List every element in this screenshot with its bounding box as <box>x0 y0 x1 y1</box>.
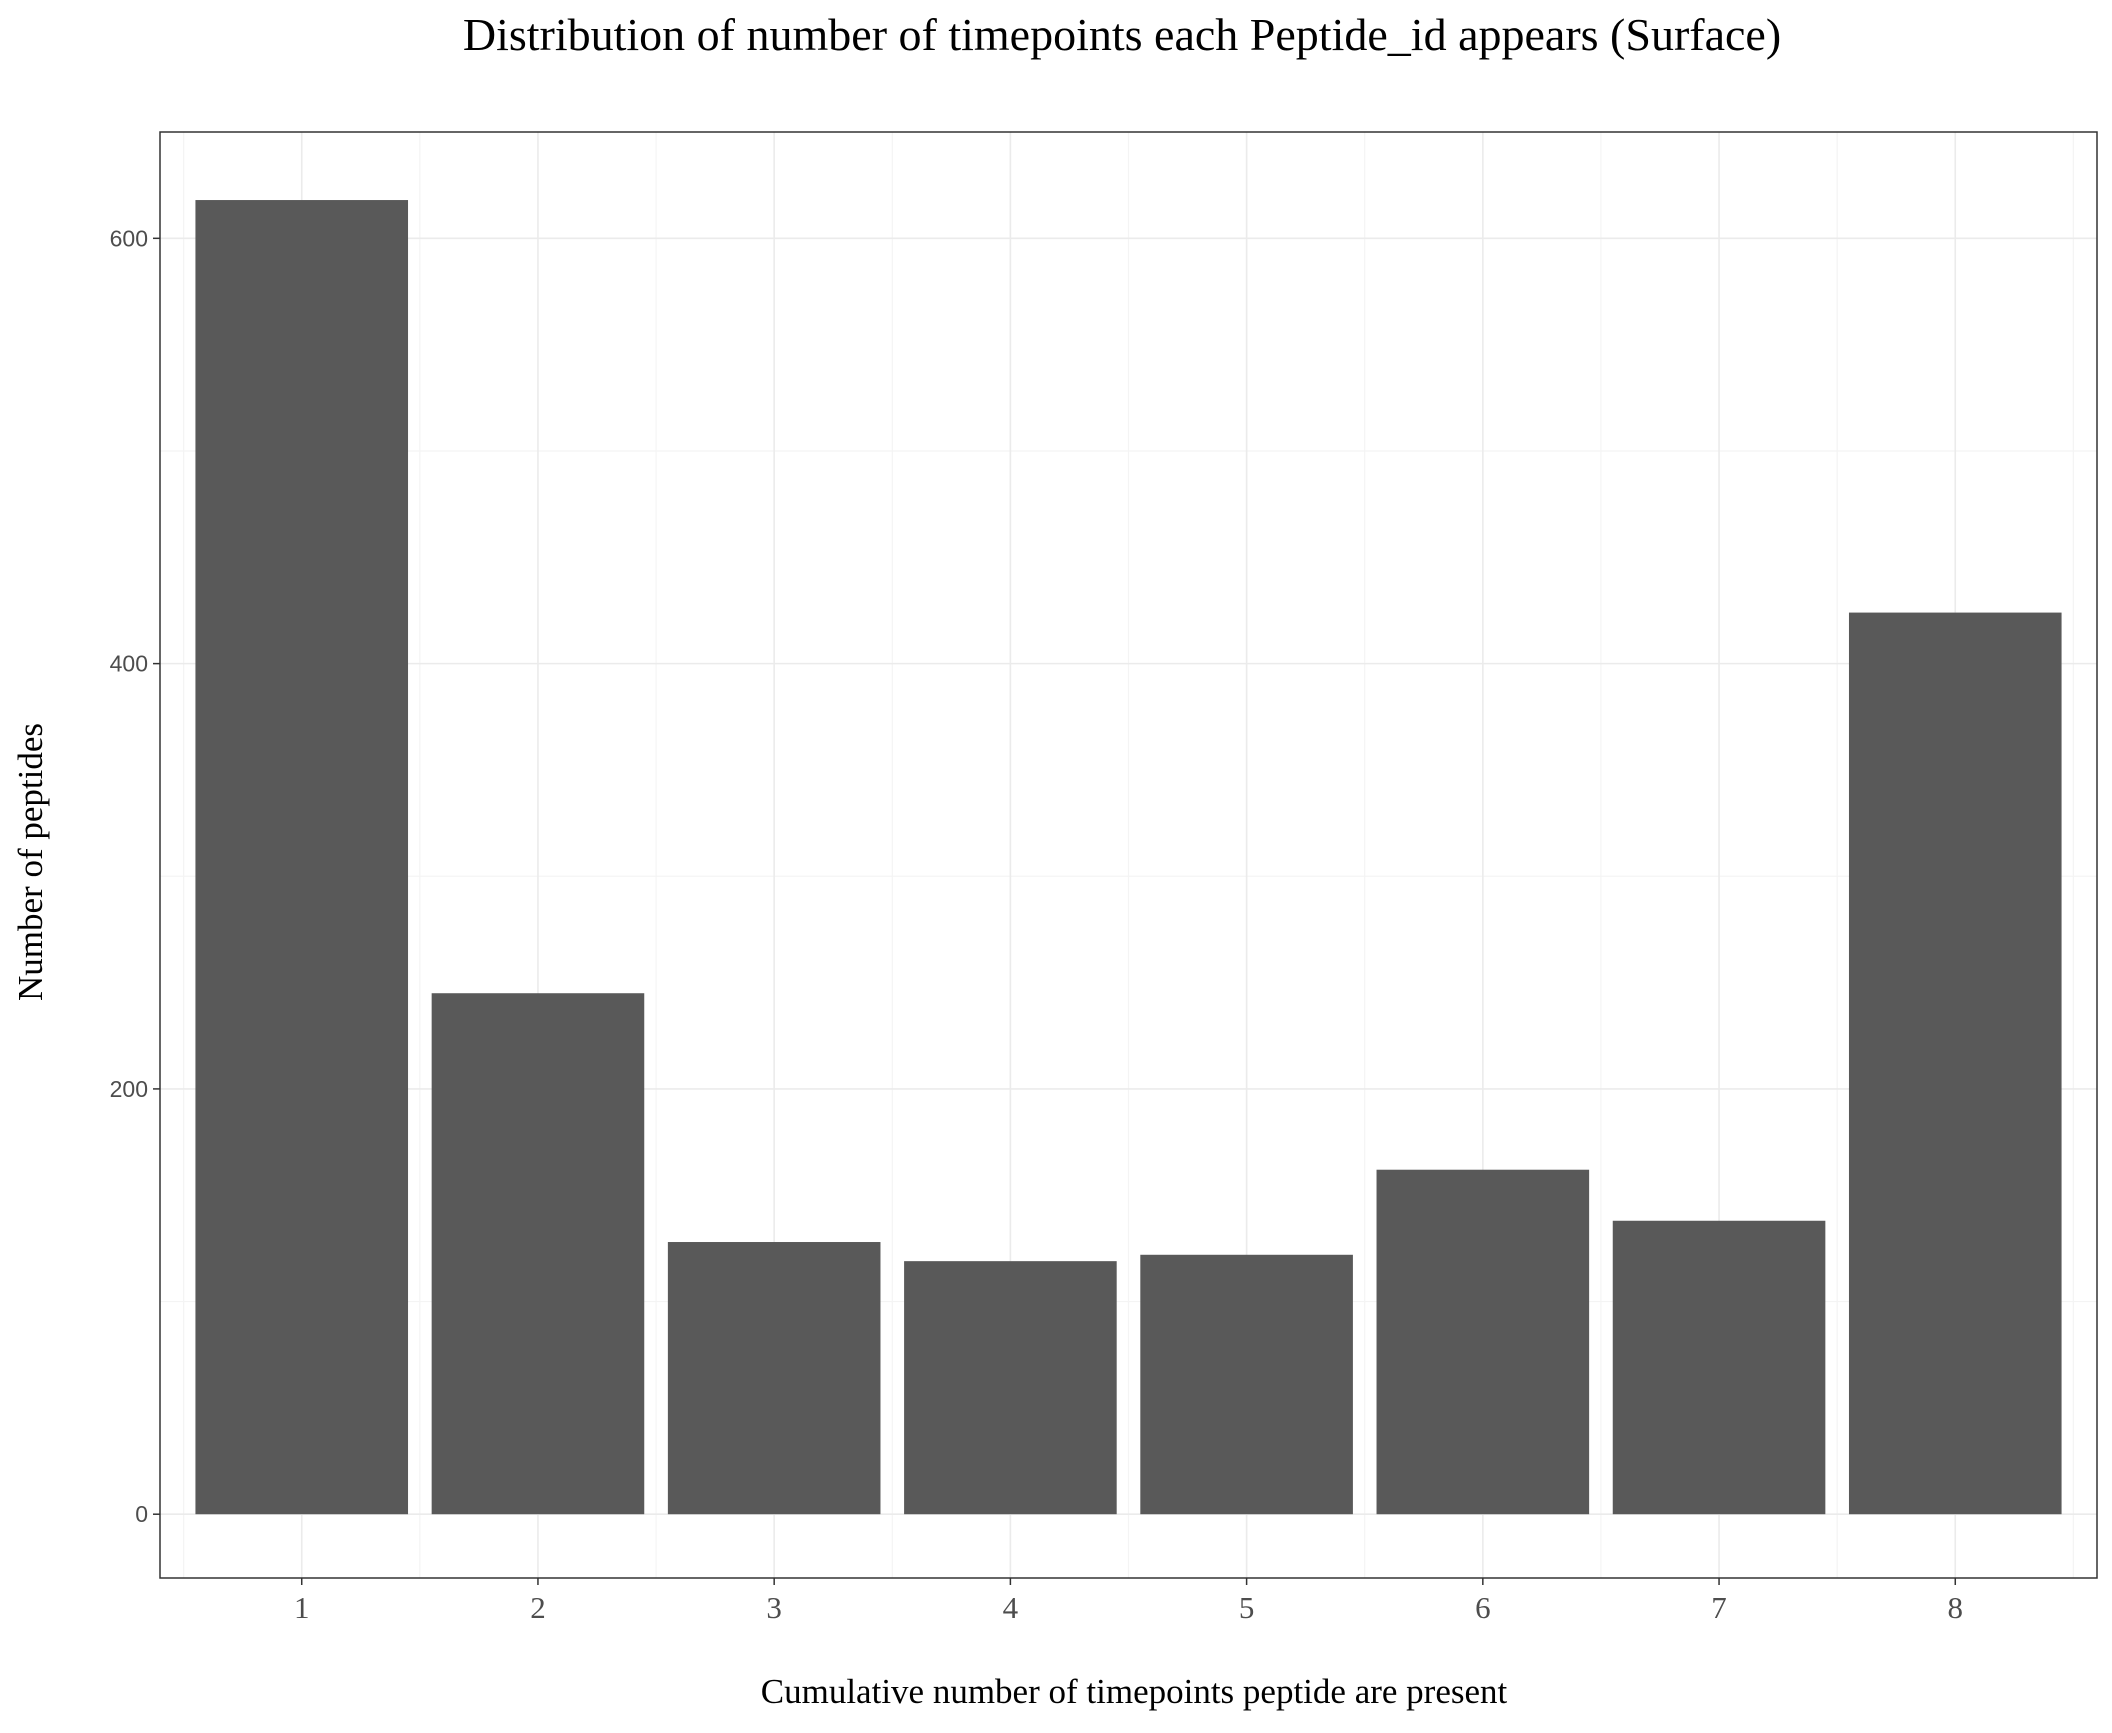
bars <box>195 200 2062 1515</box>
x-axis-title: Cumulative number of timepoints peptide … <box>761 1672 1508 1711</box>
panel-border <box>159 131 2098 1579</box>
bar-4 <box>904 1261 1117 1515</box>
x-tick-label: 6 <box>1475 1590 1491 1625</box>
x-tick-label: 1 <box>294 1590 310 1625</box>
bar-6 <box>1376 1169 1590 1515</box>
x-tick-label: 3 <box>766 1590 782 1625</box>
bar-5 <box>1140 1254 1353 1515</box>
bar-2 <box>431 993 645 1515</box>
x-tick-label: 8 <box>1948 1590 1964 1625</box>
y-axis-title: Number of peptides <box>11 723 50 1001</box>
y-tick-label: 200 <box>110 1076 148 1102</box>
x-tick-label: 2 <box>530 1590 546 1625</box>
bar-3 <box>667 1242 881 1515</box>
bar-8 <box>1848 612 2062 1515</box>
y-tick-label: 600 <box>110 225 148 251</box>
x-axis: 1 2 3 4 5 6 7 8 <box>294 1578 1963 1625</box>
y-tick-label: 400 <box>110 651 148 677</box>
bar-1 <box>195 200 409 1515</box>
bar-7 <box>1612 1220 1826 1515</box>
y-tick-label: 0 <box>135 1501 148 1527</box>
y-axis: 0 200 400 600 <box>110 225 160 1527</box>
x-tick-label: 4 <box>1003 1590 1019 1625</box>
chart-title: Distribution of number of timepoints eac… <box>463 9 1781 60</box>
x-tick-label: 5 <box>1239 1590 1255 1625</box>
x-tick-label: 7 <box>1711 1590 1727 1625</box>
